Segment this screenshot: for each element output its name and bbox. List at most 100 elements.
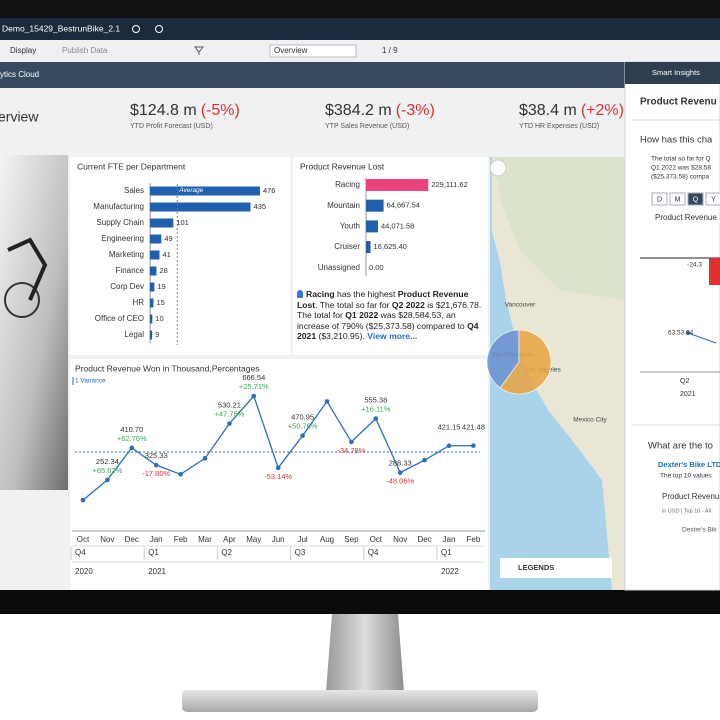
period-button[interactable]	[651, 192, 668, 206]
period-button[interactable]	[705, 192, 720, 206]
category-label: Cruiser	[334, 242, 360, 251]
axis-label: 2021	[680, 391, 696, 398]
variance-label: +50.76%	[288, 422, 318, 431]
side-panel-header	[625, 62, 720, 84]
data-label: 10	[155, 314, 163, 323]
data-label: 9	[155, 330, 159, 339]
x-tick-label: Apr	[223, 535, 236, 544]
x-tick-label: Mar	[198, 535, 212, 544]
x-tick-label: Feb	[467, 535, 481, 544]
won-card	[70, 359, 488, 590]
point-label: 63,53.04	[668, 330, 694, 337]
sub-caption: in USD | Top 10 - All	[662, 508, 711, 514]
bar	[150, 202, 251, 212]
kpi-delta: (-3%)	[396, 102, 435, 119]
data-label: 476	[263, 186, 276, 195]
bar	[150, 314, 153, 324]
bar	[150, 330, 153, 340]
bar	[150, 186, 260, 196]
insight-segment: ($3,210.95).	[316, 331, 368, 342]
year-label: 2020	[75, 567, 93, 576]
toolbar	[0, 40, 720, 62]
x-tick-label: Dec	[417, 535, 431, 544]
quarter-label: Q2	[221, 548, 232, 557]
point	[373, 416, 379, 421]
variance-label: +16.11%	[361, 405, 391, 414]
x-tick-label: Jun	[272, 535, 285, 544]
bezel-bottom	[0, 590, 720, 614]
data-label: 410.70	[120, 425, 143, 434]
kpi-label: YTD Profit Forecast (USD)	[130, 123, 213, 130]
item-title[interactable]: Dexter's Bike LTD	[658, 460, 720, 469]
bulb-icon	[297, 290, 303, 298]
period-label[interactable]: Y	[711, 196, 716, 203]
display-menu[interactable]: Display	[10, 46, 36, 55]
hero-wheel	[4, 282, 40, 318]
category-label: Youth	[340, 222, 360, 231]
view-more-link[interactable]: View more...	[367, 331, 418, 342]
period-label[interactable]: M	[675, 196, 681, 203]
period-button[interactable]	[687, 192, 704, 206]
chart-title: Product Revenue Lost	[300, 161, 385, 171]
kpi-label: YTP Sales Revenue (USD)	[325, 123, 409, 130]
quarter-label: Q1	[441, 548, 452, 557]
bar-label: -24,3	[687, 262, 702, 269]
filter-icon[interactable]	[193, 46, 205, 55]
bar	[150, 250, 160, 260]
category-label: Sales	[124, 186, 144, 195]
chart-title: Product Revenue	[655, 213, 717, 222]
kpi-number: $38.4 m	[519, 102, 577, 119]
hero-rider	[7, 237, 48, 301]
bar	[150, 218, 174, 228]
stand-neck	[326, 614, 404, 692]
bar	[366, 220, 378, 233]
side-panel	[624, 61, 720, 591]
quarter-label: Q4	[368, 548, 379, 557]
period-button[interactable]	[669, 192, 686, 206]
point	[129, 445, 135, 451]
variance-label: -17.80%	[142, 469, 170, 478]
favorite-icon[interactable]	[132, 25, 140, 33]
variance-label: -53.14%	[264, 472, 292, 481]
kpi-number: $384.2 m	[325, 102, 392, 119]
data-label: 41	[162, 250, 170, 259]
line	[687, 332, 717, 344]
data-label: 666.54	[242, 373, 265, 382]
data-label: 470.95	[291, 413, 314, 422]
map-menu[interactable]	[489, 159, 507, 177]
data-label: 49	[164, 234, 172, 243]
legend-label: 1 Variance	[75, 378, 106, 385]
question: How has this cha	[640, 135, 713, 146]
insight-segment: is $21,676.78. The total for	[297, 299, 482, 321]
data-label: 288.33	[389, 459, 412, 468]
item-text: The top 10 values	[660, 473, 712, 480]
quarter-label: Q3	[295, 548, 306, 557]
category-label: Racing	[335, 180, 360, 189]
title-bar	[0, 18, 720, 40]
period-label[interactable]: D	[657, 196, 662, 203]
legend-button[interactable]	[500, 558, 612, 578]
legend-button-label[interactable]: LEGENDS	[518, 563, 554, 572]
x-tick-label: Jan	[150, 535, 163, 544]
point	[324, 399, 330, 404]
bezel-top	[0, 0, 720, 18]
period-label[interactable]: Q	[693, 196, 699, 203]
page-select-label[interactable]: Overview	[274, 46, 308, 55]
point	[202, 456, 208, 461]
kpi-value: $384.2 m (-3%)	[325, 102, 435, 119]
x-tick-label: Nov	[100, 535, 114, 544]
bar	[150, 282, 155, 292]
page-select[interactable]	[269, 44, 357, 58]
variance-label: -34.78%	[337, 446, 365, 455]
x-tick-label: Sep	[344, 535, 359, 544]
city-label: Vancouver	[505, 302, 536, 309]
share-icon[interactable]	[155, 25, 163, 33]
point	[397, 470, 403, 475]
publish-button[interactable]: Publish Data	[62, 46, 108, 55]
bar	[709, 258, 720, 285]
insight-segment: was $28,584.53, an increase of 790% ($25…	[297, 310, 468, 331]
data-label: 44,071.58	[381, 221, 414, 230]
sub-title: Product Revenu	[662, 492, 719, 501]
category-label: Engineering	[101, 234, 144, 243]
